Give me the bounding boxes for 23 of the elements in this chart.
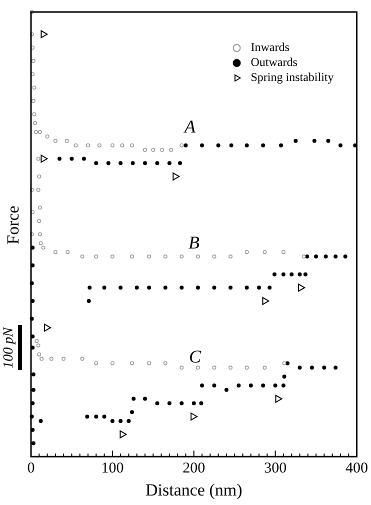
annotation: B — [188, 232, 200, 253]
point — [262, 297, 270, 305]
x-axis-title: Distance (nm) — [145, 480, 242, 500]
annotation: A — [184, 116, 196, 137]
point — [275, 394, 282, 403]
point — [172, 172, 180, 180]
x-tick-label: 0 — [27, 460, 35, 477]
point — [44, 324, 51, 332]
x-tick-label: 400 — [346, 460, 368, 477]
y-axis-title: Force — [3, 206, 22, 244]
point — [120, 430, 127, 438]
text: 100 pN — [2, 326, 17, 368]
x-tick-label: 200 — [182, 460, 206, 477]
point — [298, 284, 306, 292]
x-tick-label: 300 — [264, 460, 287, 477]
legend-label: Outwards — [250, 55, 298, 70]
x-tick-label: 100 — [101, 460, 124, 477]
legend-label: Spring instability — [250, 70, 334, 84]
annotation: C — [188, 346, 202, 367]
legend-label: Inwards — [250, 40, 290, 54]
point — [190, 412, 198, 421]
point — [40, 30, 48, 38]
point — [40, 154, 48, 163]
